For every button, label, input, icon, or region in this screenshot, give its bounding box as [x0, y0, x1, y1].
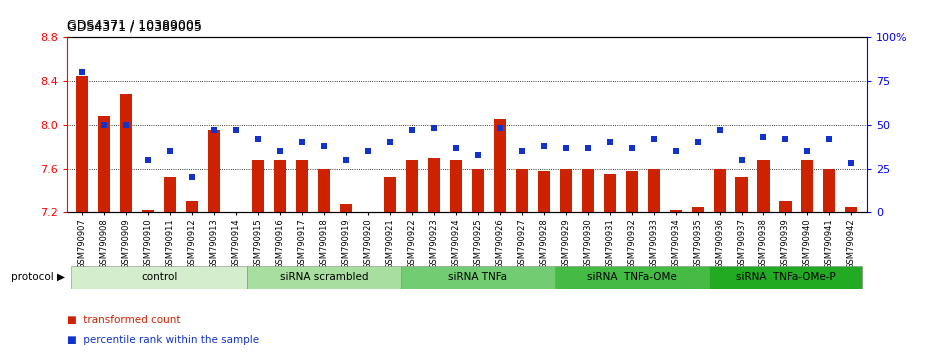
Bar — [401, 266, 555, 289]
Point — [339, 157, 353, 163]
Bar — [405, 160, 418, 212]
Text: protocol ▶: protocol ▶ — [11, 272, 65, 282]
Text: GDS4371 / 10389005: GDS4371 / 10389005 — [67, 19, 202, 32]
Bar — [208, 130, 220, 212]
Bar — [736, 177, 748, 212]
Bar — [252, 160, 264, 212]
Text: siRNA  TNFa-OMe-P: siRNA TNFa-OMe-P — [736, 272, 835, 282]
Point — [624, 145, 639, 150]
Point — [778, 136, 793, 142]
Point — [427, 125, 442, 131]
Point — [471, 152, 485, 158]
Point — [844, 160, 858, 166]
Point — [206, 127, 221, 133]
Point — [756, 134, 771, 140]
Point — [537, 143, 551, 149]
Point — [295, 139, 310, 145]
Point — [580, 145, 595, 150]
Point — [690, 139, 705, 145]
Bar — [318, 169, 330, 212]
Bar — [494, 119, 506, 212]
Bar — [845, 207, 857, 212]
Bar — [274, 160, 286, 212]
Point — [272, 148, 287, 154]
Text: siRNA scrambled: siRNA scrambled — [280, 272, 368, 282]
Bar — [604, 174, 616, 212]
Bar — [428, 158, 440, 212]
Point — [822, 136, 837, 142]
Bar — [626, 171, 638, 212]
Text: siRNA  TNFa-OMe: siRNA TNFa-OMe — [587, 272, 676, 282]
Bar — [709, 266, 862, 289]
Point — [668, 148, 683, 154]
Bar — [340, 204, 352, 212]
Point — [75, 69, 90, 75]
Point — [119, 122, 134, 128]
Bar — [450, 160, 462, 212]
Point — [603, 139, 618, 145]
Bar — [165, 177, 177, 212]
Point — [361, 148, 376, 154]
Text: ■  transformed count: ■ transformed count — [67, 315, 180, 325]
Bar — [779, 201, 791, 212]
Point — [185, 175, 200, 180]
Text: control: control — [141, 272, 178, 282]
Bar — [296, 160, 308, 212]
Bar — [670, 210, 682, 212]
Text: siRNA TNFa: siRNA TNFa — [448, 272, 508, 282]
Bar — [560, 169, 572, 212]
Bar — [802, 160, 814, 212]
Point — [448, 145, 463, 150]
Bar — [142, 210, 154, 212]
Point — [800, 148, 815, 154]
Point — [229, 127, 244, 133]
Bar — [647, 169, 659, 212]
Bar — [713, 169, 725, 212]
Bar — [538, 171, 550, 212]
Point — [646, 136, 661, 142]
Point — [163, 148, 178, 154]
Point — [405, 127, 419, 133]
Bar — [120, 94, 132, 212]
Bar — [692, 207, 704, 212]
Point — [316, 143, 331, 149]
Point — [251, 136, 266, 142]
Point — [734, 157, 749, 163]
Bar — [516, 169, 528, 212]
Text: GDS4371 / 10389005: GDS4371 / 10389005 — [67, 21, 202, 34]
Point — [558, 145, 573, 150]
Point — [140, 157, 155, 163]
Point — [492, 125, 507, 131]
Bar — [823, 169, 835, 212]
Bar — [472, 169, 484, 212]
Bar — [384, 177, 396, 212]
Point — [382, 139, 397, 145]
Bar — [186, 201, 198, 212]
Bar — [76, 75, 88, 212]
Point — [712, 127, 727, 133]
Bar — [757, 160, 769, 212]
Bar — [99, 116, 111, 212]
Text: ■  percentile rank within the sample: ■ percentile rank within the sample — [67, 335, 259, 345]
Bar — [581, 169, 593, 212]
Point — [514, 148, 529, 154]
Bar — [72, 266, 247, 289]
Bar — [555, 266, 709, 289]
Point — [97, 122, 112, 128]
Bar — [247, 266, 401, 289]
